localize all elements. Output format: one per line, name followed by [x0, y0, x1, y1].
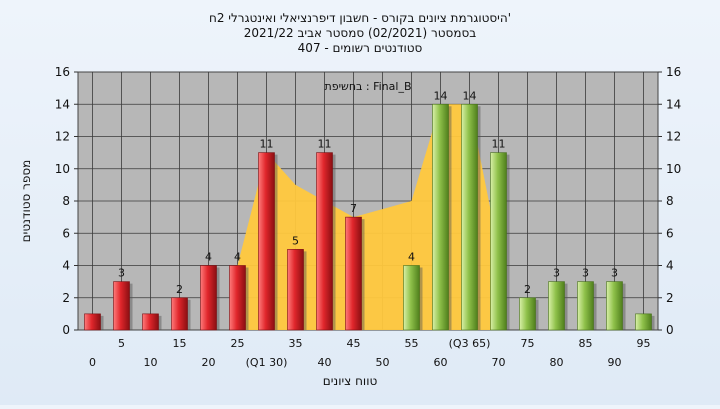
bar-value-label: 3	[611, 267, 618, 280]
histogram-bar	[577, 281, 594, 331]
histogram-bar	[548, 281, 565, 331]
bar-value-label: 3	[553, 267, 560, 280]
x-tick-label: 60	[434, 356, 448, 369]
y-tick-label-right: 14	[666, 97, 681, 111]
y-tick-label: 8	[62, 194, 70, 208]
x-tick-label: 50	[376, 356, 390, 369]
bar-value-label: 5	[292, 234, 299, 247]
y-axis-right: 0 2 4 6 8 10 12 14 16	[658, 65, 681, 337]
histogram-bar	[287, 249, 304, 331]
histogram-bar	[113, 281, 130, 331]
histogram-bar	[84, 313, 101, 331]
histogram-bar	[200, 265, 217, 331]
histogram-bar	[461, 103, 478, 331]
x-tick-label: 70	[492, 356, 506, 369]
x-tick-label: 80	[550, 356, 564, 369]
chart-title-line-2: בסמסטר (02/2021) סמסטר אביב 2021/22	[244, 26, 476, 40]
x-tick-label: 85	[579, 337, 593, 350]
x-tick-label: 90	[608, 356, 622, 369]
x-tick-label: (Q3 65)	[449, 337, 491, 350]
histogram-bar	[432, 103, 449, 331]
bar-value-label: 3	[118, 267, 125, 280]
histogram-bar	[606, 281, 623, 331]
chart-title-line-1: היסטוגרמת ציונים בקורס - חשבון דיפרנציאל…	[209, 11, 511, 25]
bar-value-label: 14	[463, 89, 477, 102]
y-tick-label-right: 4	[666, 259, 674, 273]
value-labels: 3 2 4 4 11 5 11 7 4 14 14 11 2 3 3 3	[118, 89, 618, 296]
y-axis-title: מספר סטודנטים	[19, 160, 33, 243]
histogram-bar	[490, 152, 507, 331]
x-tick-label: (Q1 30)	[246, 356, 288, 369]
histogram-bar	[403, 265, 420, 331]
histogram-bar	[229, 265, 246, 331]
x-tick-label: 20	[202, 356, 216, 369]
y-tick-label: 2	[62, 291, 70, 305]
histogram-bar	[316, 152, 333, 331]
histogram-bar	[635, 313, 652, 331]
y-tick-label-right: 16	[666, 65, 681, 79]
bar-value-label: 2	[176, 283, 183, 296]
x-tick-label: 45	[347, 337, 361, 350]
y-tick-label-right: 2	[666, 291, 674, 305]
chart-title-line-3: סטודנטים רשומים - 407	[298, 41, 423, 55]
y-tick-label-right: 6	[666, 226, 674, 240]
x-tick-label: 15	[173, 337, 187, 350]
y-tick-label-right: 0	[666, 323, 674, 337]
x-tick-label: 95	[637, 337, 651, 350]
y-tick-label-right: 12	[666, 130, 681, 144]
bar-value-label: 11	[492, 138, 506, 151]
bar-value-label: 4	[408, 251, 415, 264]
y-tick-label-right: 8	[666, 194, 674, 208]
chart-annotation: בחשיפת : Final_B	[324, 80, 411, 93]
x-tick-label: 5	[118, 337, 125, 350]
y-tick-label: 14	[55, 97, 70, 111]
x-tick-label: 55	[405, 337, 419, 350]
histogram-bar	[519, 297, 536, 331]
histogram-bar	[142, 313, 159, 331]
y-tick-label: 4	[62, 259, 70, 273]
x-tick-label: 40	[318, 356, 332, 369]
bar-value-label: 7	[350, 202, 357, 215]
y-tick-label: 6	[62, 226, 70, 240]
x-axis: 5 15 25 35 45 55 (Q3 65) 75 85 95 0 10 20 (Q1 30) 40 50…	[89, 337, 651, 369]
y-axis-left: 0 2 4 6 8 10 12 14 16	[55, 65, 78, 337]
x-tick-label: 35	[289, 337, 303, 350]
bar-value-label: 2	[524, 283, 531, 296]
bar-value-label: 4	[234, 251, 241, 264]
x-tick-label: 10	[144, 356, 158, 369]
bar-value-label: 11	[318, 138, 332, 151]
bar-value-label: 14	[434, 89, 448, 102]
y-tick-label: 16	[55, 65, 70, 79]
x-tick-label: 75	[521, 337, 535, 350]
y-tick-label: 12	[55, 130, 70, 144]
bar-value-label: 11	[260, 138, 274, 151]
bar-value-label: 4	[205, 251, 212, 264]
y-tick-label-right: 10	[666, 162, 681, 176]
histogram-bar	[171, 297, 188, 331]
x-axis-title: טווח ציונים	[323, 374, 378, 388]
y-tick-label: 10	[55, 162, 70, 176]
y-tick-label: 0	[62, 323, 70, 337]
x-tick-label: 0	[89, 356, 96, 369]
x-tick-label: 25	[231, 337, 245, 350]
histogram-bar	[258, 152, 275, 331]
histogram-bar	[345, 216, 362, 331]
bar-value-label: 3	[582, 267, 589, 280]
bar-series	[84, 103, 655, 331]
